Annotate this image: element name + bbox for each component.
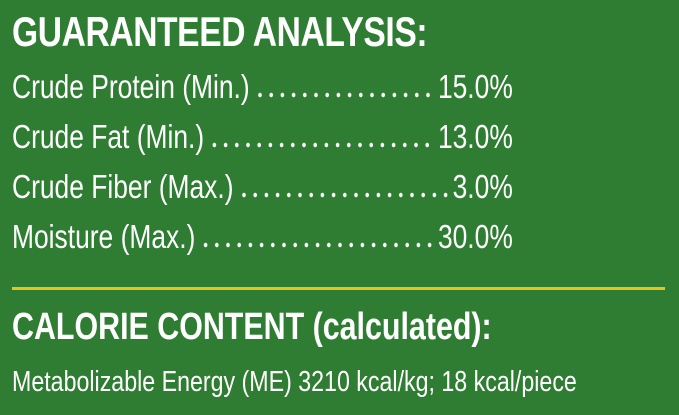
- row-value: 30.0%: [437, 218, 513, 255]
- row-value: 15.0%: [437, 68, 513, 105]
- analysis-row: Crude Fiber (Max.) 3.0%: [12, 168, 513, 218]
- dot-leader: [254, 92, 434, 98]
- analysis-row: Crude Protein (Min.) 15.0%: [12, 68, 513, 118]
- calorie-text: Metabolizable Energy (ME) 3210 kcal/kg; …: [12, 366, 577, 398]
- row-label: Moisture (Max.): [12, 218, 196, 255]
- analysis-rows: Crude Protein (Min.) 15.0% Crude Fat (Min.…: [12, 68, 513, 268]
- calorie-title: CALORIE CONTENT (calculated):: [12, 306, 492, 348]
- dot-leader: [208, 142, 434, 148]
- row-label: Crude Fiber (Max.): [12, 168, 234, 205]
- row-label: Crude Fat (Min.): [12, 118, 205, 155]
- divider: [12, 287, 665, 290]
- analysis-title: GUARANTEED ANALYSIS:: [12, 8, 428, 55]
- dot-leader: [200, 242, 434, 248]
- dot-leader: [238, 192, 448, 198]
- analysis-row: Moisture (Max.) 30.0%: [12, 218, 513, 268]
- analysis-row: Crude Fat (Min.) 13.0%: [12, 118, 513, 168]
- row-value: 3.0%: [452, 168, 513, 205]
- row-value: 13.0%: [437, 118, 513, 155]
- row-label: Crude Protein (Min.): [12, 68, 250, 105]
